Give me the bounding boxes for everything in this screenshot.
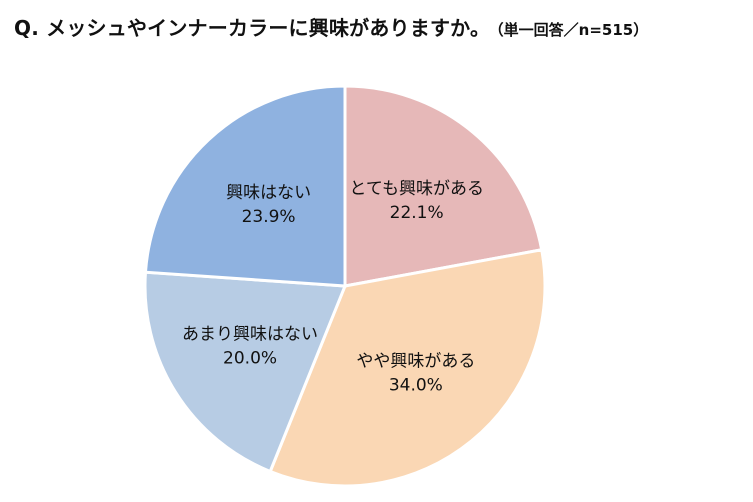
- pie-slice-2: [143, 270, 348, 474]
- pie-slice-1: [268, 248, 547, 488]
- slice-label-3: 興味はない: [226, 183, 311, 203]
- slice-label-1: やや興味がある: [356, 352, 475, 372]
- slice-value-3: 23.9%: [242, 207, 296, 227]
- slice-value-1: 34.0%: [389, 376, 443, 396]
- slice-labels: とても興味がある 22.1% やや興味がある 34.0% あまり興味はない 20.0% 興味…: [182, 179, 484, 396]
- slice-label-2: あまり興味はない: [182, 324, 318, 344]
- slice-value-2: 20.0%: [223, 348, 277, 368]
- chart-subtitle: （単一回答／n=515）: [496, 21, 649, 39]
- slice-label-0: とても興味がある: [349, 179, 484, 199]
- chart-title: Q. メッシュやインナーカラーに興味がありますか。: [14, 16, 491, 40]
- slice-value-0: 22.1%: [390, 203, 444, 223]
- pie-slice-0: [343, 84, 544, 288]
- pie-slice-3: [143, 84, 347, 288]
- chart-header: Q. メッシュやインナーカラーに興味がありますか。 （単一回答／n=515）: [14, 12, 744, 41]
